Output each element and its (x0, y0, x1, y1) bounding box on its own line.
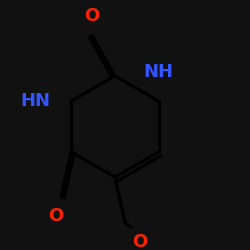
Text: HN: HN (21, 92, 51, 110)
Text: O: O (48, 208, 64, 226)
Text: O: O (84, 7, 100, 25)
Text: O: O (132, 233, 148, 250)
Text: NH: NH (144, 63, 174, 81)
